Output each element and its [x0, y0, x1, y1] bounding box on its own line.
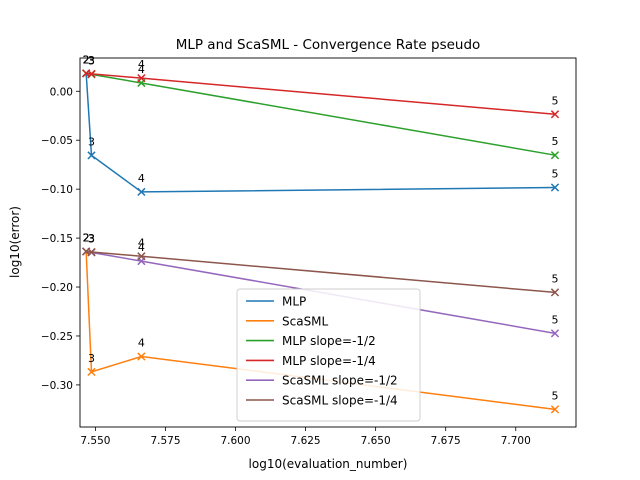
y-tick-label: −0.10 [41, 184, 73, 196]
point-label: 5 [551, 94, 558, 107]
point-label: 4 [138, 241, 145, 254]
legend-frame [236, 288, 421, 422]
point-label: 2 [83, 53, 90, 66]
point-label: 3 [88, 352, 95, 365]
legend-entry: MLP slope=-1/4 [282, 354, 376, 368]
y-tick-label: −0.05 [41, 135, 73, 147]
series-line-mlp-slope-1-4 [86, 72, 556, 116]
x-tick-label: 7.575 [150, 435, 180, 447]
data-point-marker [87, 69, 96, 78]
y-tick-label: −0.25 [41, 331, 73, 343]
data-point-marker [550, 329, 560, 338]
data-point-marker [550, 151, 560, 160]
point-label: 3 [88, 54, 95, 67]
x-axis-label: log10(evaluation_number) [249, 457, 408, 471]
point-label: 2 [83, 232, 90, 245]
point-label: 5 [551, 389, 558, 402]
data-point-marker [550, 405, 560, 414]
x-tick-label: 7.600 [220, 435, 250, 447]
point-label: 3 [88, 232, 95, 245]
data-point-marker [87, 367, 96, 377]
point-label: 2 [83, 232, 90, 245]
data-point-marker [550, 110, 560, 119]
y-tick-label: −0.30 [41, 380, 73, 392]
x-axis-ticks: 7.550 7.575 7.600 7.625 7.650 7.675 7.700 [80, 427, 531, 447]
point-label: 2 [83, 53, 90, 66]
point-label: 4 [138, 63, 145, 76]
x-tick-label: 7.700 [501, 435, 531, 447]
point-label: 2 [83, 232, 90, 245]
data-point-marker [550, 183, 560, 192]
legend-entry: ScaSML slope=-1/2 [282, 374, 398, 388]
point-label: 4 [138, 58, 145, 71]
data-point-marker [137, 187, 146, 197]
data-point-marker [137, 74, 146, 83]
point-label: 4 [138, 172, 145, 185]
data-point-marker [137, 352, 146, 361]
series-line-mlp [85, 73, 555, 193]
data-point-marker [87, 247, 96, 257]
x-tick-label: 7.550 [80, 435, 110, 447]
series-line-scasml-slope-1-4 [86, 250, 556, 294]
legend-entry: MLP slope=-1/2 [282, 334, 376, 348]
data-point-marker [87, 151, 96, 160]
legend-entry: ScaSML [282, 314, 329, 328]
y-tick-label: −0.15 [41, 233, 73, 245]
x-tick-label: 7.675 [431, 435, 461, 447]
plot-area-frame [79, 57, 577, 428]
point-label: 4 [138, 337, 145, 350]
data-point-marker [550, 288, 560, 297]
x-tick-label: 7.650 [361, 435, 391, 447]
point-label: 3 [88, 232, 95, 245]
data-point-marker [137, 252, 146, 261]
legend-entry: ScaSML slope=-1/4 [282, 394, 398, 408]
point-label: 3 [88, 135, 95, 148]
point-label: 5 [551, 135, 558, 148]
legend-entry: MLP [282, 295, 306, 309]
y-axis-ticks: 0.00 −0.05 −0.10 −0.15 −0.20 −0.25 −0.30 [41, 86, 80, 392]
point-label: 3 [88, 54, 95, 67]
point-label: 2 [83, 53, 90, 66]
y-tick-label: 0.00 [50, 86, 73, 98]
point-label: 5 [551, 167, 558, 180]
legend: MLP ScaSML MLP slope=-1/2 MLP slope=-1/4 Sca… [236, 288, 421, 422]
point-label: 5 [551, 272, 558, 285]
chart-title: MLP and ScaSML - Convergence Rate pseudo [176, 37, 481, 53]
y-axis-label: log10(error) [8, 206, 22, 278]
y-tick-label: −0.20 [41, 282, 73, 294]
point-label: 5 [551, 313, 558, 326]
series-line-mlp-slope-1-2 [86, 72, 556, 156]
point-label: 4 [138, 236, 145, 249]
x-tick-label: 7.625 [291, 435, 321, 447]
